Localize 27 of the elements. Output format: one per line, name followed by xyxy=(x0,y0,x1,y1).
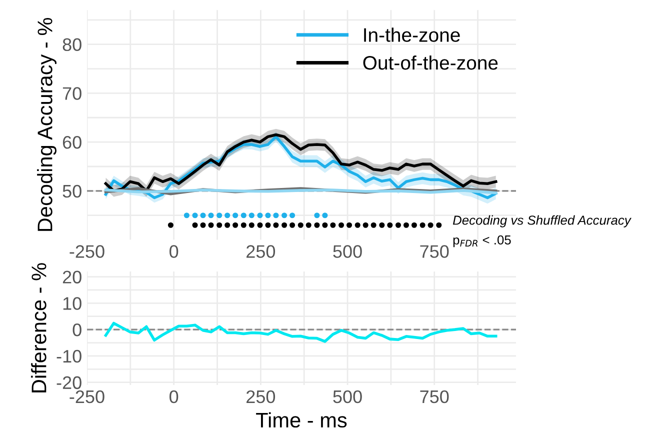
annotation: p$_{FDR}$ < .05 xyxy=(453,235,511,248)
x-tick-label: 750 xyxy=(420,245,449,258)
line-series xyxy=(104,322,498,343)
legend-label: Out-of-the-zone xyxy=(363,55,498,70)
x-tick-label: 500 xyxy=(333,390,362,404)
x-tick-label: 500 xyxy=(333,245,362,258)
annotation: Decoding vs Shuffled Accuracy xyxy=(452,215,632,228)
y-tick-label: 20 xyxy=(62,270,82,284)
x-tick-label: -250 xyxy=(70,390,104,404)
y-axis-title: Decoding Accuracy - % xyxy=(37,18,56,231)
x-tick-label: 750 xyxy=(420,390,449,404)
x-tick-label: 0 xyxy=(170,390,178,404)
y-tick-label: 80 xyxy=(62,38,82,52)
y-axis-title: Difference - % xyxy=(31,263,46,392)
x-axis-title: Time - ms xyxy=(256,412,347,428)
y-tick-label: 50 xyxy=(62,184,82,198)
x-tick-label: 250 xyxy=(246,245,276,258)
x-tick-label: -250 xyxy=(70,245,104,258)
legend-label: In-the-zone xyxy=(364,28,460,42)
y-tick-label: 70 xyxy=(62,87,82,100)
y-tick-label: 0 xyxy=(72,323,82,336)
y-tick-label: 10 xyxy=(63,297,82,310)
y-tick-label: -10 xyxy=(56,350,82,363)
y-tick-label: -20 xyxy=(56,376,82,390)
x-tick-label: 0 xyxy=(170,245,178,258)
x-tick-label: 250 xyxy=(246,390,276,404)
y-tick-label: 60 xyxy=(62,136,82,149)
